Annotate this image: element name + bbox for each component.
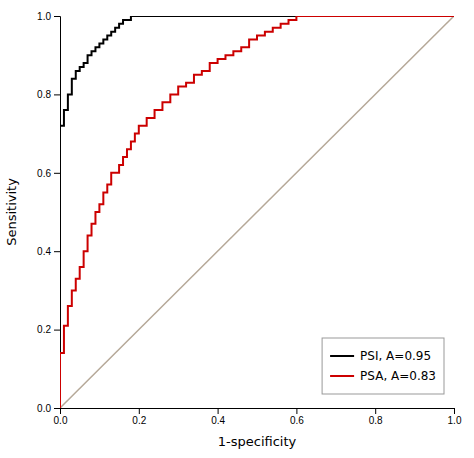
- legend: PSI, A=0.95 PSA, A=0.83: [322, 338, 444, 394]
- tick-label: 0.8: [369, 415, 383, 426]
- tick: 0.0: [37, 403, 60, 414]
- tick-mark: [139, 408, 140, 414]
- legend-item: PSA, A=0.83: [330, 369, 436, 383]
- tick-label: 1.0: [37, 11, 51, 22]
- axis-line: [54, 17, 61, 409]
- tick: 0.8: [37, 89, 60, 100]
- legend-label: PSA, A=0.83: [360, 369, 436, 383]
- tick-label: 0.4: [211, 415, 225, 426]
- y-axis: 0.0 0.2 0.4 0.6 0.8 1.0: [37, 11, 60, 414]
- tick: 0.2: [132, 408, 146, 426]
- roc-line: [60, 16, 454, 408]
- x-axis: 0.0 0.2 0.4 0.6 0.8 1.0: [54, 408, 462, 426]
- tick-label: 0.6: [290, 415, 304, 426]
- chart: 0.0 0.2 0.4 0.6 0.8 1.0 0.0 0.2 0.4 0.6 0.8 1.0 PSI,…: [0, 0, 474, 458]
- tick-label: 0.8: [37, 89, 51, 100]
- legend-item: PSI, A=0.95: [330, 349, 431, 363]
- tick-mark: [54, 16, 60, 17]
- reference-line: [60, 16, 454, 408]
- tick-label: 1.0: [448, 415, 462, 426]
- tick: 0.6: [37, 168, 60, 179]
- tick: 0.6: [290, 408, 304, 426]
- tick: 0.8: [369, 408, 383, 426]
- tick: 0.4: [211, 408, 225, 426]
- tick-label: 0.2: [37, 324, 51, 335]
- marks: [60, 16, 454, 408]
- tick-mark: [454, 408, 455, 414]
- tick-label: 0.0: [54, 415, 68, 426]
- legend-box: [322, 338, 444, 394]
- tick: 1.0: [448, 408, 462, 426]
- tick: 0.4: [37, 246, 60, 257]
- roc-line: [60, 16, 454, 408]
- tick: 1.0: [37, 11, 60, 22]
- tick-label: 0.4: [37, 246, 51, 257]
- tick: 0.0: [54, 408, 68, 426]
- tick-label: 0.2: [132, 415, 146, 426]
- x-axis-title: 1-specificity: [218, 434, 297, 449]
- tick-mark: [296, 408, 297, 414]
- tick-label: 0.6: [37, 168, 51, 179]
- tick-mark: [54, 94, 60, 95]
- tick-label: 0.0: [37, 403, 51, 414]
- tick-mark: [54, 251, 60, 252]
- tick: 0.2: [37, 324, 60, 335]
- tick-mark: [218, 408, 219, 414]
- tick-mark: [375, 408, 376, 414]
- tick-mark: [54, 173, 60, 174]
- tick-mark: [54, 330, 60, 331]
- legend-label: PSI, A=0.95: [360, 349, 431, 363]
- tick-mark: [54, 408, 60, 409]
- axis-line: [61, 409, 455, 415]
- y-axis-title: Sensitivity: [4, 178, 19, 246]
- legend-swatch: [330, 375, 354, 377]
- plot: 0.0 0.2 0.4 0.6 0.8 1.0 0.0 0.2 0.4 0.6 0.8 1.0 PSI,…: [37, 11, 462, 426]
- legend-swatch: [330, 355, 354, 357]
